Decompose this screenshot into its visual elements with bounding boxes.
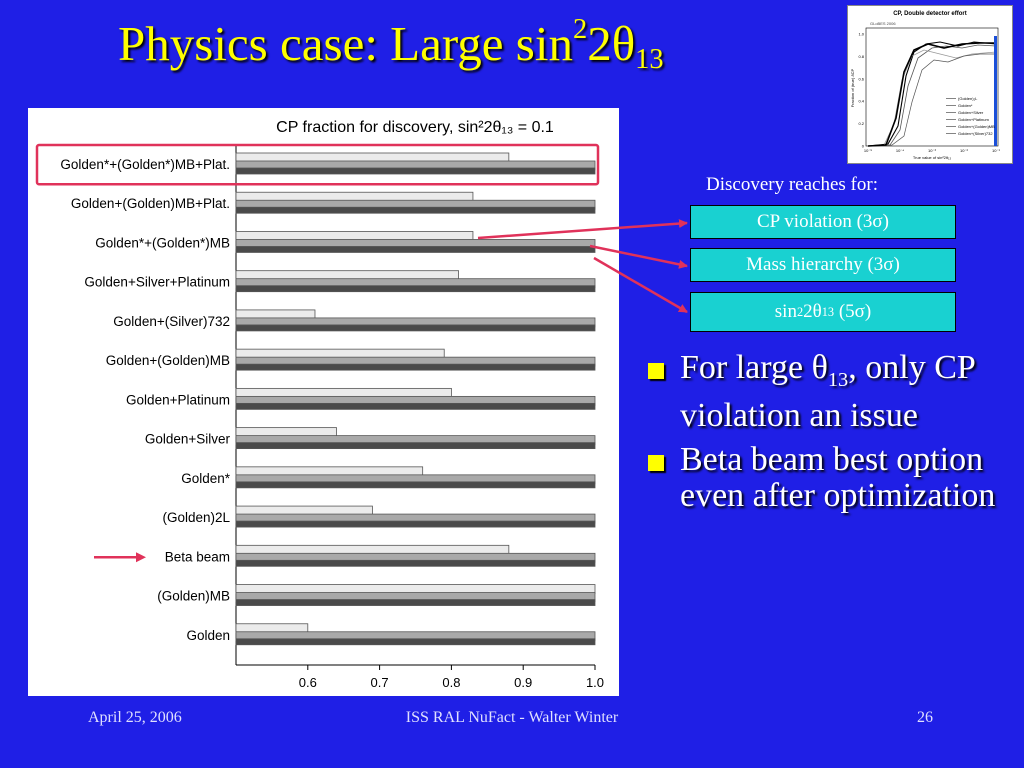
bar-3-10 [236, 521, 595, 527]
x-tick-label: 1.0 [586, 675, 604, 690]
bullet-list: For large θ13, only CP violation an issu… [646, 350, 1016, 522]
bar-3-6 [236, 364, 595, 370]
bar-3-7 [236, 403, 595, 409]
inset-xtick: 10⁻² [960, 148, 969, 153]
cp-violation-box: CP violation (3σ) [690, 205, 956, 239]
category-label: Golden*+(Golden*)MB+Plat. [60, 157, 230, 172]
discovery-heading: Discovery reaches for: [706, 174, 878, 196]
bar-3-8 [236, 443, 595, 449]
inset-plot: CP, Double detector effort GLoBES 2006 1.0… [847, 5, 1013, 164]
x-tick-label: 0.6 [299, 675, 317, 690]
inset-ytick: 0.4 [858, 99, 864, 104]
bar-chart: CP fraction for discovery, sin²2θ₁₃ = 0.… [28, 108, 619, 696]
bar-3-13 [236, 639, 595, 645]
category-label: Golden+(Golden)MB [106, 353, 230, 368]
inset-xtick: 10⁻³ [928, 148, 937, 153]
category-label: Golden+Platinum [126, 392, 230, 407]
category-label: Golden+Silver+Platinum [84, 275, 230, 290]
bar-3-3 [236, 246, 595, 252]
x-tick-label: 0.7 [371, 675, 389, 690]
inset-xtick: 10⁻¹ [992, 148, 1001, 153]
category-label: Beta beam [165, 549, 230, 564]
inset-legend-label: Golden* [958, 103, 973, 108]
bar-3-12 [236, 600, 595, 606]
inset-legend-label: Golden+Platinum [958, 117, 989, 122]
category-label: Golden* [181, 471, 231, 486]
bullet-square-icon [648, 455, 664, 471]
inset-xtick: 10⁻⁴ [896, 148, 905, 153]
bullet-item-1: For large θ13, only CP violation an issu… [646, 350, 1016, 434]
inset-ytick: 0.2 [858, 121, 864, 126]
inset-xlabel: True value of sin²2θ₁₃ [913, 155, 952, 160]
footer-page-number: 26 [917, 709, 933, 727]
category-label: Golden*+(Golden*)MB [95, 235, 230, 250]
category-label: Golden+Silver [145, 432, 231, 447]
footer-center: ISS RAL NuFact - Walter Winter [0, 709, 1024, 727]
inset-ytick: 0.8 [858, 54, 864, 59]
bullet-item-2: Beta beam best option even after optimiz… [646, 442, 1016, 514]
x-tick-label: 0.9 [514, 675, 532, 690]
inset-xtick: 10⁻⁵ [864, 148, 873, 153]
beta-beam-arrowhead [136, 552, 146, 562]
category-label: Golden+(Golden)MB+Plat. [71, 196, 230, 211]
inset-highlight-bar [994, 36, 997, 146]
chart-title: CP fraction for discovery, sin²2θ₁₃ = 0.… [276, 119, 554, 136]
category-label: Golden+(Silver)732 [113, 314, 230, 329]
inset-legend-label: Golden+(Golden)MB [958, 124, 995, 129]
bar-3-4 [236, 286, 595, 292]
bullet-square-icon [648, 363, 664, 379]
category-label: Golden [186, 628, 230, 643]
x-tick-label: 0.8 [442, 675, 460, 690]
bar-3-2 [236, 207, 595, 213]
theta13-box: sin 2 2θ 13 (5σ) [690, 292, 956, 332]
category-label: (Golden)MB [157, 589, 230, 604]
bar-3-9 [236, 482, 595, 488]
bar-3-1 [236, 168, 595, 174]
slide-title: Physics case: Large sin22θ13 [118, 14, 664, 76]
bar-3-5 [236, 325, 595, 331]
inset-legend-label: Golden+(Silver)732 [958, 131, 993, 136]
category-label: (Golden)2L [162, 510, 230, 525]
inset-ytick: 0.6 [858, 76, 864, 81]
bar-3-11 [236, 560, 595, 566]
inset-badge: GLoBES 2006 [870, 21, 896, 26]
inset-title: CP, Double detector effort [893, 11, 967, 17]
inset-legend-label: Golden+Silver [958, 110, 984, 115]
inset-ylabel: Fraction of (true) δCP [850, 68, 855, 107]
inset-ytick: 1.0 [858, 32, 864, 37]
inset-legend-label: (Golden)₂L [958, 96, 978, 101]
mass-hierarchy-box: Mass hierarchy (3σ) [690, 248, 956, 282]
